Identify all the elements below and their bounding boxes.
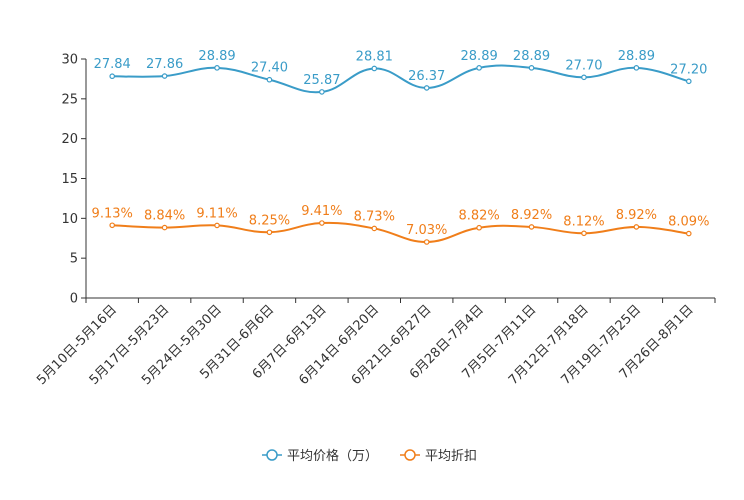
data-point[interactable] [266, 76, 273, 83]
data-point[interactable] [685, 78, 692, 85]
data-point[interactable] [214, 222, 220, 229]
data-point[interactable] [685, 230, 692, 237]
data-label: 27.84 [94, 57, 131, 72]
legend[interactable]: 平均价格（万） 平均折扣 [262, 448, 477, 464]
data-point[interactable] [476, 224, 482, 231]
data-point[interactable] [319, 89, 325, 95]
y-tick-label: 30 [61, 53, 78, 68]
y-tick-label: 10 [61, 212, 78, 227]
data-label: 8.09% [668, 215, 709, 230]
data-label: 26.37 [408, 69, 445, 84]
data-label: 9.11% [196, 206, 237, 221]
data-label: 9.13% [92, 206, 133, 221]
y-tick-label: 20 [61, 132, 78, 147]
data-label: 28.89 [198, 49, 235, 64]
data-point[interactable] [633, 65, 640, 71]
data-point[interactable] [109, 222, 116, 229]
legend-marker-icon [404, 449, 416, 461]
data-point[interactable] [266, 229, 273, 236]
data-point[interactable] [109, 73, 116, 80]
data-label: 8.92% [616, 208, 657, 223]
data-point[interactable] [528, 224, 535, 230]
y-tick-label: 5 [70, 252, 78, 267]
data-label: 28.89 [513, 49, 550, 64]
data-label: 28.81 [356, 49, 393, 64]
data-label: 9.41% [301, 204, 342, 219]
data-point[interactable] [581, 230, 587, 237]
series-0: 27.84 27.86 28.89 27.40 25.87 28.81 26.37 28.89… [94, 49, 707, 95]
data-label: 25.87 [303, 73, 340, 88]
data-point[interactable] [581, 74, 587, 81]
data-point[interactable] [423, 85, 430, 91]
data-point[interactable] [161, 224, 168, 231]
legend-item-0[interactable]: 平均价格（万） [262, 448, 378, 464]
legend-item-1[interactable]: 平均折扣 [400, 449, 477, 464]
y-tick-label: 0 [70, 292, 78, 307]
legend-label: 平均价格（万） [287, 448, 378, 464]
data-label: 28.89 [618, 49, 655, 64]
data-point[interactable] [528, 65, 535, 71]
legend-label: 平均折扣 [425, 449, 477, 464]
data-label: 28.89 [461, 49, 498, 64]
y-tick-label: 15 [61, 172, 78, 187]
data-label: 8.25% [249, 213, 290, 228]
series-layer: 27.84 27.86 28.89 27.40 25.87 28.81 26.37 28.89… [92, 49, 709, 245]
data-point[interactable] [371, 65, 378, 72]
data-label: 27.70 [565, 58, 602, 73]
data-label: 8.82% [458, 209, 499, 224]
data-label: 7.03% [406, 223, 447, 238]
data-label: 8.84% [144, 209, 185, 224]
series-line [112, 221, 689, 243]
legend-marker-icon [266, 449, 278, 461]
data-point[interactable] [633, 224, 640, 230]
y-tick-label: 25 [61, 92, 78, 107]
data-label: 27.20 [670, 62, 707, 77]
data-label: 8.12% [563, 214, 604, 229]
data-label: 27.40 [251, 61, 288, 76]
data-point[interactable] [476, 65, 482, 71]
data-point[interactable] [371, 225, 378, 232]
y-axis: 0 5 10 15 20 25 30 [61, 53, 87, 307]
data-point[interactable] [214, 65, 220, 71]
data-point[interactable] [161, 73, 168, 79]
series-1: 9.13% 8.84% 9.11% 8.25% 9.41% 8.73% 7.03% 8.82%… [92, 204, 709, 245]
data-label: 27.86 [146, 57, 183, 72]
x-axis: 5月10日-5月16日5月17日-5月23日5月24日-5月30日5月31日-6… [34, 297, 716, 388]
data-point[interactable] [319, 220, 325, 226]
data-label: 8.73% [354, 209, 395, 224]
data-label: 8.92% [511, 208, 552, 223]
data-point[interactable] [423, 239, 430, 245]
